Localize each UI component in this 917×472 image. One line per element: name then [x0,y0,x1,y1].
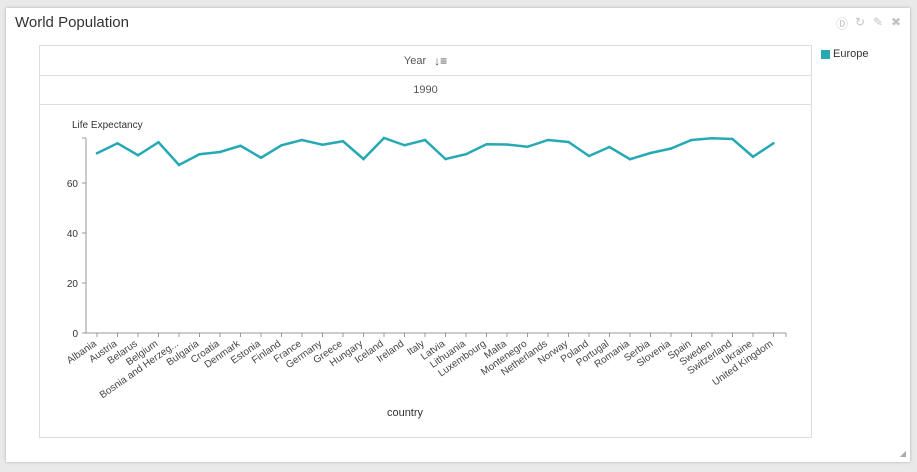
data-point [526,145,529,149]
line-chart: Life Expectancy0204060AlbaniaAustriaBela… [65,120,787,419]
y-tick-label: 60 [67,179,79,190]
data-point [731,137,734,141]
data-point [321,143,324,147]
data-point [218,150,222,154]
y-axis-title: Life Expectancy [72,120,143,131]
data-point [751,155,755,159]
data-point [362,157,365,161]
data-point [546,138,550,142]
data-point [259,156,263,160]
data-point [136,153,140,157]
data-point [157,140,160,144]
y-tick-label: 40 [67,229,79,240]
filter-header[interactable]: Year ↓≡ [40,46,811,76]
edit-icon[interactable]: ✎ [872,15,884,29]
data-point [444,157,447,161]
data-point [505,143,509,146]
y-tick-label: 0 [72,329,78,340]
data-point [300,138,304,142]
chart-frame: Year ↓≡ 1990 Life Expectancy 0 20 40 60 Alban… [39,45,812,438]
data-point [382,136,386,140]
legend-item-europe[interactable]: Europe [821,48,868,60]
data-point [177,163,181,167]
widget-card: World Population Ⓓ ↻ ✎ ✖ Year ↓≡ 1990 Li… [6,8,910,462]
close-icon[interactable]: ✖ [890,15,902,29]
year-value-row[interactable]: 1990 [40,75,811,105]
y-tick-label: 20 [67,279,79,290]
data-point [95,151,99,155]
data-point [116,141,119,145]
data-point [772,141,775,145]
data-point [239,144,242,148]
widget-title: World Population [15,14,129,31]
widget-toolbar: Ⓓ ↻ ✎ ✖ [836,15,902,32]
refresh-icon[interactable]: ↻ [854,15,866,29]
data-point [669,147,673,150]
resize-handle[interactable]: ◢ [899,449,906,458]
year-filter-label: Year [403,54,427,67]
data-point [198,152,201,156]
data-point [464,152,468,156]
data-point [403,143,406,147]
download-icon[interactable]: Ⓓ [836,17,849,31]
year-value: 1990 [413,83,438,96]
sort-icon[interactable]: ↓≡ [434,53,448,68]
legend-label: Europe [833,48,869,60]
data-point [423,138,427,142]
data-point [280,143,283,147]
x-axis-title: country [387,407,424,419]
data-point [710,136,714,140]
data-point [341,139,345,143]
data-point [608,145,611,149]
data-point [485,142,488,146]
data-point [628,157,632,161]
data-point [587,154,591,158]
data-point [690,138,693,142]
series-line-europe [96,136,775,167]
legend-swatch [821,49,830,59]
data-point [567,140,570,144]
data-point [649,151,652,155]
